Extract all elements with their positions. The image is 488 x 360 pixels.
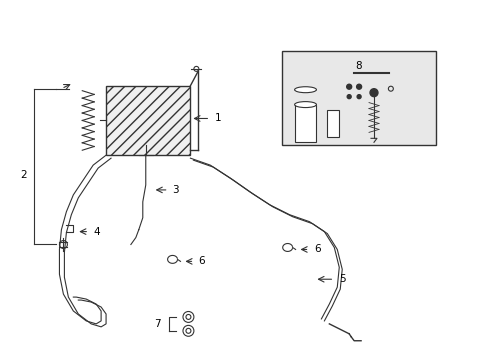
Circle shape (346, 84, 351, 89)
Text: 1: 1 (215, 113, 222, 123)
Ellipse shape (294, 102, 316, 108)
Text: 3: 3 (172, 185, 179, 195)
Circle shape (346, 95, 350, 99)
Bar (281, 51, 435, 145)
Circle shape (369, 89, 377, 96)
Text: 6: 6 (314, 244, 321, 255)
Text: 6: 6 (198, 256, 204, 266)
Bar (106, 86, 190, 155)
Text: 4: 4 (93, 226, 100, 237)
Circle shape (356, 95, 360, 99)
Text: 8: 8 (354, 61, 361, 71)
Ellipse shape (294, 87, 316, 93)
Bar (326, 109, 339, 137)
Text: 2: 2 (20, 170, 27, 180)
Bar (294, 105, 316, 142)
Circle shape (356, 84, 361, 89)
Text: 7: 7 (154, 319, 161, 329)
Text: 5: 5 (339, 274, 345, 284)
